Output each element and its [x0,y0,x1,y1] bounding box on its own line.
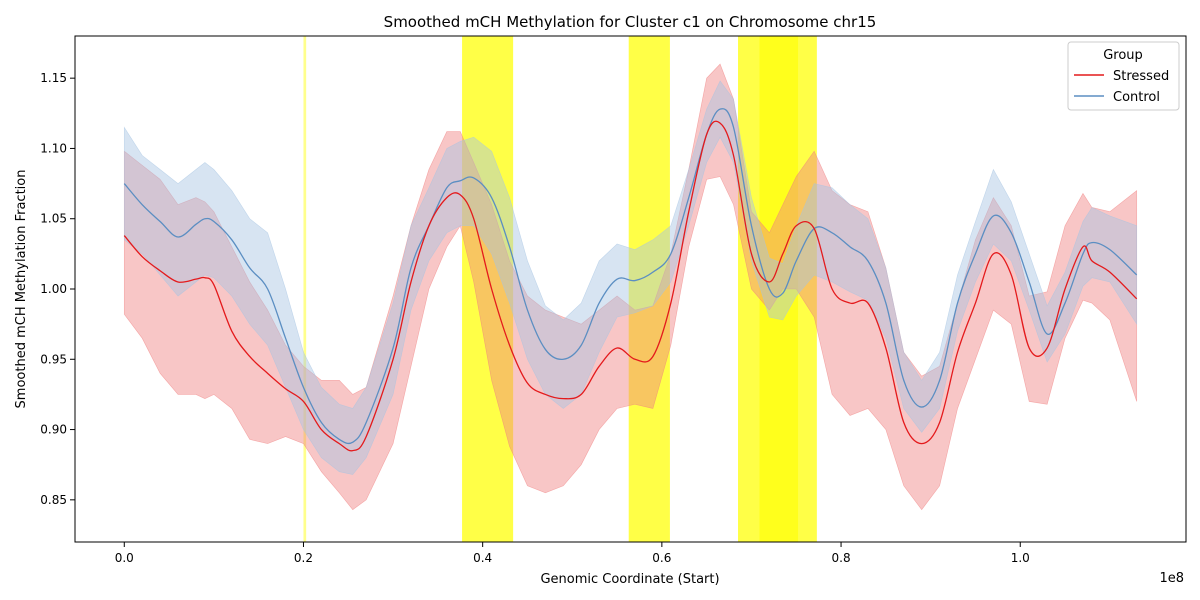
x-tick-label: 0.2 [294,551,313,565]
band-control [123,80,1138,475]
highlight-region-2 [628,36,670,542]
x-tick-label: 0.0 [115,551,134,565]
y-tick-label: 1.15 [40,71,67,85]
x-axis-label: Genomic Coordinate (Start) [540,572,719,587]
y-tick-label: 0.90 [40,423,67,437]
chart-title: Smoothed mCH Methylation for Cluster c1 … [384,13,877,31]
legend-label-control: Control [1113,90,1160,105]
y-axis: 0.85 0.90 0.95 1.00 1.05 1.10 1.15 [40,71,75,507]
y-tick-label: 1.10 [40,141,67,155]
y-tick-label: 1.05 [40,212,67,226]
legend: Group Stressed Control [1067,41,1180,111]
y-tick-label: 0.95 [40,352,67,366]
x-tick-label: 1.0 [1011,551,1030,565]
highlight-regions [303,36,817,542]
line-control [123,108,1138,445]
legend-box [1067,41,1180,111]
band-stressed [123,63,1138,511]
x-axis-offset: 1e8 [1159,571,1184,586]
legend-title: Group [1103,48,1143,63]
x-tick-label: 0.4 [473,551,492,565]
highlight-region-0 [303,36,307,542]
y-tick-label: 1.00 [40,282,67,296]
legend-label-stressed: Stressed [1113,69,1169,84]
x-tick-label: 0.6 [652,551,671,565]
confidence-bands [123,63,1138,511]
x-axis: 0.0 0.2 0.4 0.6 0.8 1.0 [115,542,1030,565]
line-stressed [123,120,1138,452]
y-tick-label: 0.85 [40,493,67,507]
y-axis-label: Smoothed mCH Methylation Fraction [14,170,29,409]
x-tick-label: 0.8 [832,551,851,565]
series-lines [123,108,1138,452]
